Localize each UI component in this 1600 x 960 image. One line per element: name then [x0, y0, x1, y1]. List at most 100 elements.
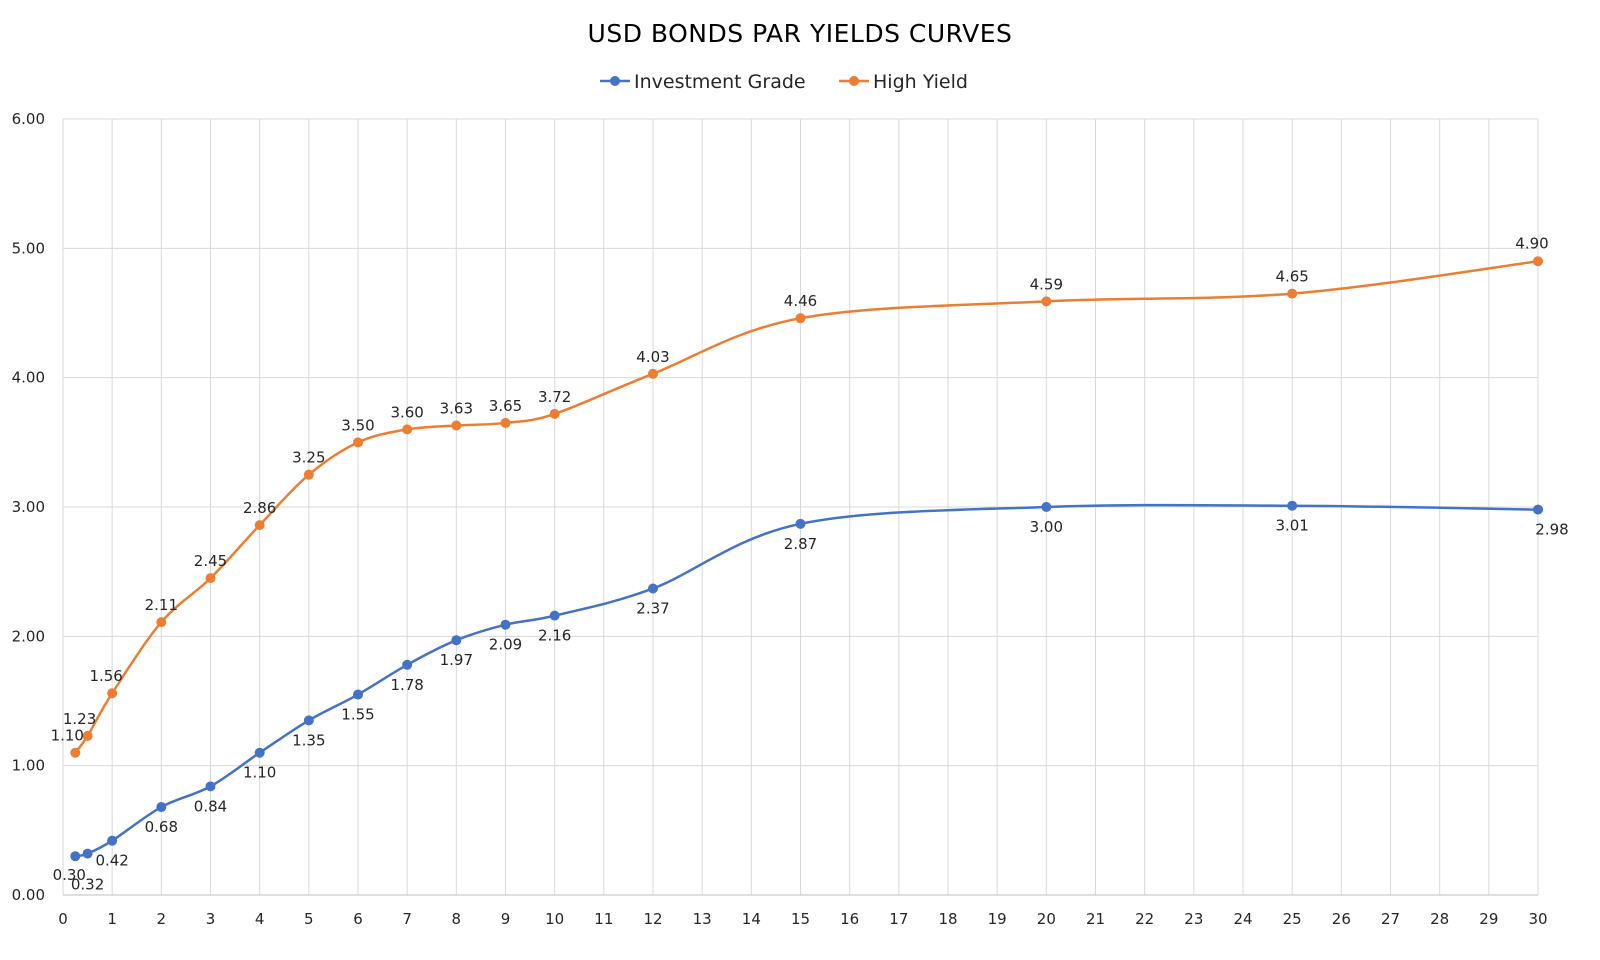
data-label: 0.32 — [71, 876, 104, 894]
data-point — [500, 417, 511, 428]
x-tick-label: 15 — [791, 910, 810, 928]
legend-label: High Yield — [873, 71, 968, 93]
data-label: 1.78 — [390, 676, 423, 694]
x-axis: 0 1 2 3 4 5 6 7 8 9 10 11 12 13 14 15 16 17 18 19 20 21 22 23 24… — [58, 894, 1548, 928]
data-label: 0.30 — [53, 866, 86, 884]
x-tick-label: 23 — [1184, 910, 1203, 928]
data-label: 2.45 — [194, 552, 227, 570]
data-point — [1041, 296, 1052, 307]
series-high-yield — [70, 256, 1543, 758]
data-point — [1533, 504, 1543, 515]
legend-item: Investment Grade — [600, 71, 806, 93]
x-tick-label: 9 — [501, 910, 511, 928]
chart-title: USD BONDS PAR YIELDS CURVES — [588, 19, 1013, 48]
data-label: 3.00 — [1030, 518, 1063, 536]
data-point — [795, 518, 806, 529]
data-label: 3.25 — [292, 449, 325, 467]
x-tick-label: 19 — [988, 910, 1007, 928]
data-label: 1.35 — [292, 731, 325, 749]
data-labels: 0.300.32 0.42 0.68 0.84 1.10 1.35 1.55 1.78 1.97… — [51, 234, 1569, 893]
x-tick-label: 8 — [452, 910, 462, 928]
data-point — [451, 420, 462, 431]
x-tick-label: 1 — [107, 910, 117, 928]
data-label: 3.01 — [1275, 517, 1308, 535]
x-tick-label: 28 — [1430, 910, 1449, 928]
y-tick-label: 4.00 — [12, 369, 45, 387]
data-point — [82, 730, 93, 741]
x-tick-label: 30 — [1528, 910, 1547, 928]
data-label: 3.65 — [489, 397, 522, 415]
x-tick-label: 0 — [58, 910, 68, 928]
data-label: 2.16 — [538, 627, 571, 645]
data-point — [156, 802, 167, 813]
data-point — [451, 635, 462, 646]
data-label: 2.98 — [1535, 521, 1568, 539]
x-tick-label: 5 — [304, 910, 314, 928]
data-point — [1287, 288, 1298, 299]
data-label: 1.10 — [51, 727, 84, 745]
y-axis: 0.00 1.00 2.00 3.00 4.00 5.00 6.00 — [12, 110, 45, 904]
data-point — [353, 689, 363, 700]
x-tick-label: 11 — [594, 910, 613, 928]
y-tick-label: 5.00 — [12, 239, 45, 257]
data-label: 0.84 — [194, 797, 227, 815]
legend-item: High Yield — [839, 71, 968, 93]
legend-marker — [610, 76, 620, 86]
y-tick-label: 2.00 — [12, 627, 45, 645]
data-point — [1533, 256, 1543, 267]
series-line — [75, 503, 1539, 858]
x-tick-label: 22 — [1135, 910, 1154, 928]
data-point — [205, 781, 216, 792]
y-tick-label: 6.00 — [12, 110, 45, 128]
data-label: 4.65 — [1275, 268, 1308, 286]
y-tick-label: 0.00 — [12, 886, 45, 904]
data-label: 1.55 — [341, 706, 374, 724]
x-tick-label: 13 — [693, 910, 712, 928]
data-point — [402, 424, 413, 435]
series-investment-grade — [70, 500, 1543, 862]
data-label: 2.11 — [145, 596, 178, 614]
data-point — [107, 688, 118, 699]
data-point — [795, 313, 806, 324]
x-tick-label: 25 — [1283, 910, 1302, 928]
data-label: 0.68 — [145, 818, 178, 836]
data-point — [70, 747, 81, 758]
x-tick-label: 20 — [1037, 910, 1056, 928]
x-tick-label: 12 — [643, 910, 662, 928]
data-label: 3.50 — [341, 416, 374, 434]
data-label: 4.46 — [784, 292, 817, 310]
x-tick-label: 10 — [545, 910, 564, 928]
legend: Investment Grade High Yield — [600, 71, 968, 93]
data-label: 1.10 — [243, 764, 276, 782]
data-point — [648, 583, 658, 594]
data-point — [303, 469, 314, 480]
data-point — [303, 715, 314, 726]
data-label: 2.87 — [784, 535, 817, 553]
data-label: 3.63 — [440, 400, 473, 418]
data-point — [70, 851, 81, 862]
data-point — [107, 835, 118, 846]
x-tick-label: 29 — [1479, 910, 1498, 928]
data-point — [205, 573, 216, 584]
data-label: 2.37 — [636, 599, 669, 617]
data-point — [156, 617, 167, 628]
x-tick-label: 18 — [938, 910, 957, 928]
x-tick-label: 27 — [1381, 910, 1400, 928]
data-label: 1.56 — [89, 667, 122, 685]
legend-marker — [849, 76, 859, 86]
x-tick-label: 16 — [840, 910, 859, 928]
data-label: 1.97 — [440, 651, 473, 669]
data-point — [549, 408, 560, 419]
data-point — [254, 747, 265, 758]
x-tick-label: 2 — [157, 910, 167, 928]
data-point — [648, 368, 658, 379]
y-tick-label: 3.00 — [12, 498, 45, 516]
data-point — [402, 659, 413, 670]
x-tick-label: 6 — [353, 910, 363, 928]
x-tick-label: 7 — [402, 910, 412, 928]
data-label: 2.09 — [489, 636, 522, 654]
legend-label: Investment Grade — [634, 71, 806, 93]
x-tick-label: 24 — [1233, 910, 1252, 928]
